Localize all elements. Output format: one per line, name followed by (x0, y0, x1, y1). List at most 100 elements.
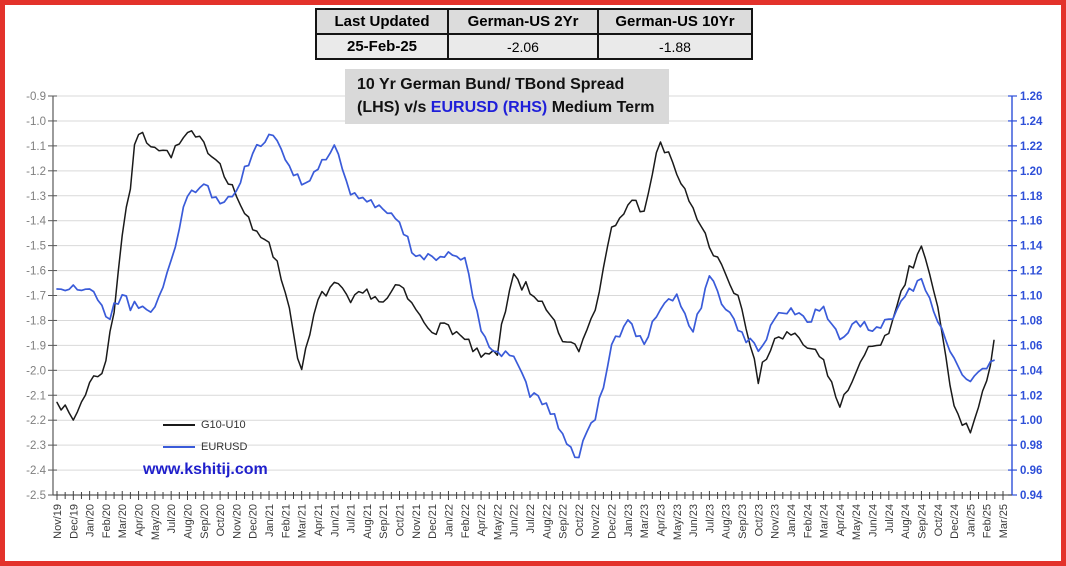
website-link[interactable]: www.kshitij.com (143, 461, 268, 478)
x-axis-label: Dec/21 (427, 504, 439, 539)
right-axis-label: 0.94 (1020, 490, 1043, 502)
x-axis-label: Mar/24 (819, 504, 831, 538)
x-axis-label: Nov/19 (52, 504, 64, 539)
x-axis-label: Apr/24 (835, 504, 847, 536)
last-updated-value: 25-Feb-25 (315, 33, 449, 60)
x-axis-label: Oct/22 (574, 504, 586, 536)
left-axis-label: -1.8 (26, 315, 46, 327)
x-axis-label: Aug/24 (900, 504, 912, 539)
right-axis-label: 1.10 (1020, 291, 1042, 303)
x-axis-label: Dec/24 (949, 504, 961, 539)
x-axis-label: Sep/23 (737, 504, 749, 539)
chart-title-line2-suffix: Medium Term (547, 99, 655, 117)
right-axis-label: 1.14 (1020, 241, 1043, 253)
x-axis-label: Aug/23 (721, 504, 733, 539)
right-axis-label: 1.20 (1020, 166, 1042, 178)
x-axis-label: Nov/23 (770, 504, 782, 539)
x-axis-label: Jul/20 (166, 504, 178, 533)
x-axis-label: May/22 (492, 504, 504, 540)
x-axis-label: Mar/20 (117, 504, 129, 538)
x-axis-label: Nov/22 (590, 504, 602, 539)
x-axis-label: Jan/22 (443, 504, 455, 537)
left-axis-label: -1.4 (26, 216, 46, 228)
left-axis-label: -2.4 (26, 465, 46, 477)
x-axis-label: Apr/23 (655, 504, 667, 536)
right-axis-label: 0.96 (1020, 465, 1042, 477)
right-axis-label: 1.16 (1020, 216, 1042, 228)
x-axis-label: Jun/22 (509, 504, 521, 537)
x-axis-label: Jul/21 (346, 504, 358, 533)
x-axis: Nov/19 Dec/19 Jan/20 Feb/20 Mar/20 Apr/20 May/… (52, 491, 1012, 540)
x-axis-label: Jul/24 (884, 504, 896, 533)
right-axis-label: 1.18 (1020, 191, 1043, 203)
right-axis-label: 1.12 (1020, 266, 1042, 278)
x-axis-label: Dec/22 (607, 504, 619, 539)
x-axis-label: Aug/21 (362, 504, 374, 539)
german-us-2yr-label: German-US 2Yr (447, 8, 599, 35)
left-axis-label: -1.6 (26, 266, 46, 278)
right-axis-label: 1.22 (1020, 141, 1042, 153)
x-axis-label: Dec/19 (68, 504, 80, 539)
x-axis-label: Nov/20 (231, 504, 243, 539)
right-axis-label: 1.00 (1020, 415, 1042, 427)
x-axis-label: Jan/20 (85, 504, 97, 537)
series-line-eurusd (56, 133, 995, 459)
x-axis-label: Sep/21 (378, 504, 390, 539)
left-axis-label: -1.3 (26, 191, 46, 203)
x-axis-label: Jun/23 (688, 504, 700, 537)
spread-eurusd-chart: -0.9 -1.0 -1.1 -1.2 -1.3 -1.4 -1.5 -1.6 -1.7 -1.8… (26, 91, 1043, 540)
left-axis-label: -1.1 (26, 141, 46, 153)
left-axis-label: -1.5 (26, 241, 46, 253)
x-axis-label: Sep/24 (916, 504, 928, 539)
left-axis-label: -1.7 (26, 291, 46, 303)
x-axis-label: Apr/21 (313, 504, 325, 536)
x-axis-label: Jul/23 (704, 504, 716, 533)
x-axis-label: Mar/23 (639, 504, 651, 538)
left-axis-label: -0.9 (26, 91, 46, 103)
legend-label-g10-u10: G10-U10 (201, 419, 246, 431)
chart-legend: G10-U10 EURUSD (163, 414, 247, 458)
chart-title-line1: 10 Yr German Bund/ TBond Spread (357, 76, 625, 93)
left-axis-label: -2.1 (26, 390, 46, 402)
x-axis-label: Oct/23 (753, 504, 765, 536)
x-axis-label: Jan/23 (623, 504, 635, 537)
right-axis-label: 1.02 (1020, 390, 1042, 402)
left-axis-label: -2.3 (26, 440, 46, 452)
chart-title-eurusd-rhs: EURUSD (RHS) (430, 99, 548, 117)
german-us-10yr-value: -1.88 (597, 33, 753, 60)
x-axis-label: Oct/20 (215, 504, 227, 536)
right-axis-label: 1.08 (1020, 315, 1043, 327)
left-axis-label: -2.2 (26, 415, 46, 427)
x-axis-label: Oct/24 (933, 504, 945, 536)
y-axis-right: 1.26 1.24 1.22 1.20 1.18 1.16 1.14 1.12 1.10 1.08… (1008, 91, 1043, 502)
x-axis-label: Jun/21 (329, 504, 341, 537)
x-axis-label: Nov/21 (411, 504, 423, 539)
x-axis-label: Sep/20 (199, 504, 211, 539)
x-axis-label: Aug/20 (182, 504, 194, 539)
right-axis-label: 0.98 (1020, 440, 1043, 452)
x-axis-label: Oct/21 (395, 504, 407, 536)
x-axis-label: Dec/20 (248, 504, 260, 539)
right-axis-label: 1.04 (1020, 365, 1043, 377)
legend-label-eurusd: EURUSD (201, 441, 248, 453)
x-axis-label: Feb/24 (802, 504, 814, 538)
chart-title-line2-prefix: (LHS) v/s (357, 99, 431, 117)
left-axis-label: -1.9 (26, 340, 46, 352)
right-axis-label: 1.24 (1020, 116, 1043, 128)
x-axis-label: May/20 (150, 504, 162, 540)
x-axis-label: Apr/22 (476, 504, 488, 536)
x-axis-label: Feb/20 (101, 504, 113, 538)
right-axis-label: 1.26 (1020, 91, 1042, 103)
german-us-10yr-label: German-US 10Yr (597, 8, 753, 35)
x-axis-label: May/24 (851, 504, 863, 540)
x-axis-label: Mar/25 (998, 504, 1010, 538)
x-axis-label: Feb/21 (280, 504, 292, 538)
x-axis-label: Jan/21 (264, 504, 276, 537)
right-axis-label: 1.06 (1020, 340, 1042, 352)
x-axis-label: Feb/22 (460, 504, 472, 538)
chart-title: 10 Yr German Bund/ TBond Spread (LHS) v/… (345, 69, 669, 125)
series-line-g10-u10 (56, 130, 995, 434)
last-updated-table: Last Updated German-US 2Yr German-US 10Y… (315, 8, 753, 60)
x-axis-label: Mar/21 (297, 504, 309, 538)
